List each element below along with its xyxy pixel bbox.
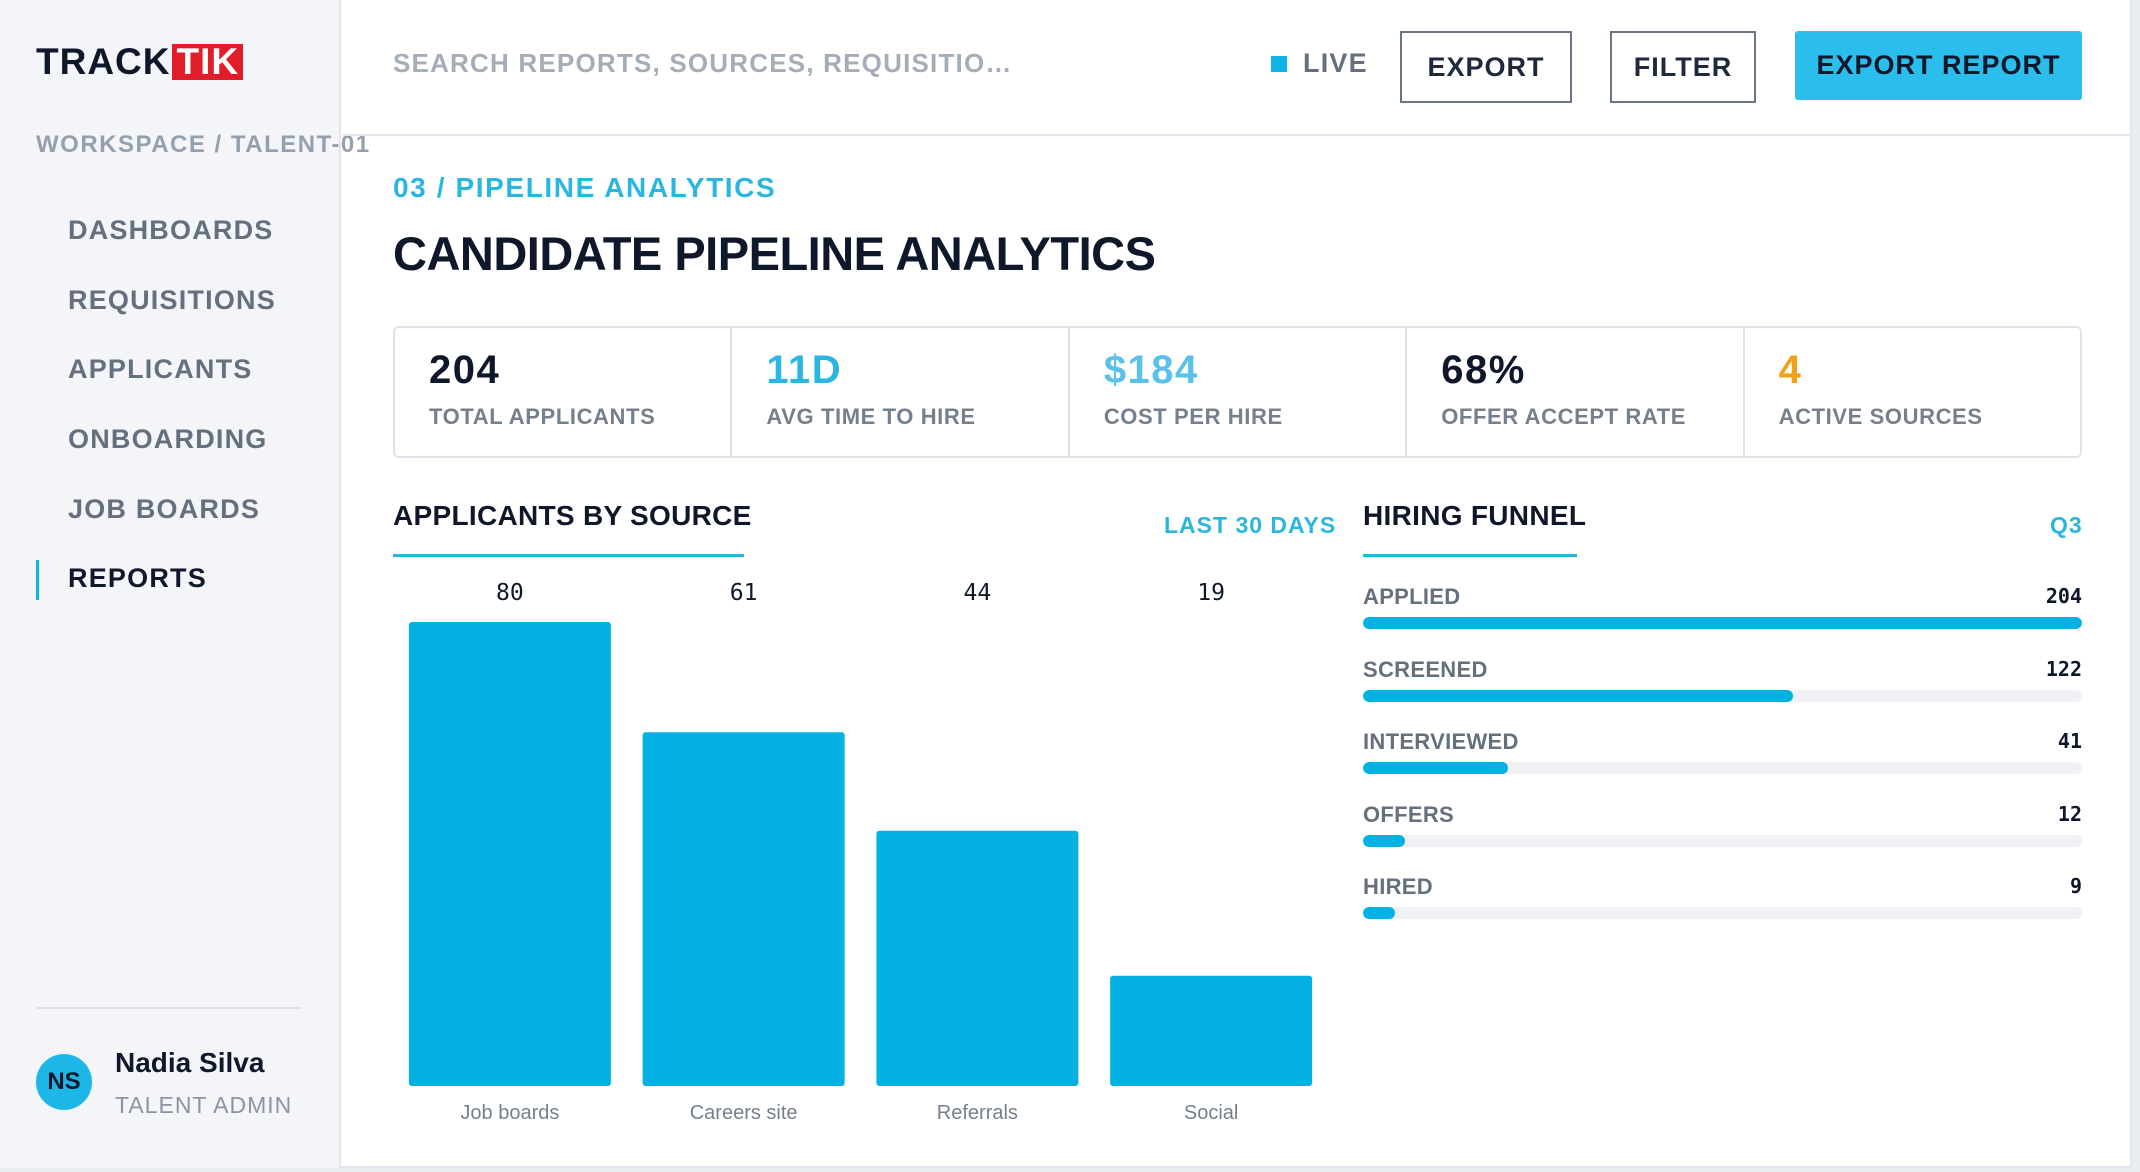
- kpi-avg-time-to-hire-value: 11D: [766, 348, 843, 392]
- funnel-progress-fill: [1363, 617, 2082, 629]
- bar-value-label: 61: [730, 580, 758, 606]
- kpi-cost-per-hire-label: COST PER HIRE: [1103, 404, 1283, 429]
- funnel-progress-track: [1363, 907, 2082, 919]
- export-button[interactable]: EXPORT: [1400, 31, 1572, 103]
- funnel-progress-track: [1363, 834, 2082, 847]
- bar-category-label: Social: [1184, 1102, 1238, 1124]
- funnel-progress-track: [1363, 689, 2082, 702]
- applicants-by-source-chart: 80 Job boards 61 Careers site 44 Referrals 19 S…: [393, 560, 1328, 1140]
- funnel-row-interviewed: INTERVIEWED 41: [1363, 725, 2082, 798]
- logo-text-tik: TIK: [172, 43, 244, 80]
- avatar[interactable]: NS: [36, 1054, 92, 1110]
- kpi-avg-time-to-hire-label: AVG TIME TO HIRE: [766, 404, 976, 429]
- hiring-funnel: APPLIED 204 SCREENED 122 INTERVIEWED 41 …: [1363, 580, 2082, 943]
- kpi-total-applicants-value: 204: [429, 348, 501, 392]
- user-role: TALENT ADMIN: [115, 1092, 293, 1118]
- kpi-cost-per-hire-value: $184: [1103, 348, 1199, 392]
- search-input[interactable]: SEARCH REPORTS, SOURCES, REQUISITIONS: [393, 48, 1013, 78]
- bar-category-label: Referrals: [937, 1102, 1018, 1124]
- bar-value-label: 44: [964, 580, 992, 606]
- sidebar: TRACK TIK WORKSPACE / TALENT-01 DASHBOAR…: [0, 0, 369, 1168]
- funnel-stage-label: OFFERS: [1363, 801, 1455, 827]
- export-report-button[interactable]: EXPORT REPORT: [1795, 31, 2082, 100]
- funnel-row-screened: SCREENED 122: [1363, 653, 2082, 726]
- kpi-total-applicants-label: TOTAL APPLICANTS: [429, 404, 656, 429]
- page-title: CANDIDATE PIPELINE ANALYTICS: [393, 227, 1156, 280]
- tracktik-logo[interactable]: TRACK TIK: [36, 41, 244, 82]
- top-bar: SEARCH REPORTS, SOURCES, REQUISITIONS LI…: [343, 0, 2132, 136]
- funnel-progress-track: [1363, 762, 2082, 774]
- bar-category-label: Job boards: [460, 1102, 559, 1124]
- sidebar-divider: [36, 1007, 302, 1009]
- kpi-card: $184 COST PER HIRE: [1070, 328, 1408, 456]
- funnel-stage-label: APPLIED: [1363, 584, 1461, 609]
- funnel-row-applied: APPLIED 204: [1363, 580, 2082, 653]
- filter-button[interactable]: FILTER: [1610, 31, 1756, 103]
- kpi-offer-accept-rate-value: 68%: [1441, 348, 1526, 392]
- funnel-period-selector[interactable]: Q3: [2050, 512, 2083, 538]
- funnel-row-hired: HIRED 9: [1363, 870, 2082, 943]
- sidebar-item-reports[interactable]: REPORTS: [36, 544, 326, 614]
- funnel-stage-value: 204: [2045, 584, 2082, 608]
- kpi-card: 68% OFFER ACCEPT RATE: [1407, 328, 1745, 456]
- sources-panel-underline: [393, 554, 744, 557]
- sidebar-item-applicants[interactable]: APPLICANTS: [68, 354, 253, 385]
- live-status-icon: [1271, 55, 1287, 72]
- sidebar-item-job-boards[interactable]: JOB BOARDS: [68, 493, 261, 524]
- funnel-panel-title: HIRING FUNNEL: [1363, 500, 1587, 531]
- sidebar-item-dashboards[interactable]: DASHBOARDS: [68, 215, 274, 246]
- funnel-stage-label: SCREENED: [1363, 656, 1488, 682]
- funnel-progress-fill: [1363, 762, 1508, 774]
- sidebar-nav: DASHBOARDS REQUISITIONS APPLICANTS ONBOA…: [36, 196, 326, 614]
- funnel-progress-track: [1363, 617, 2082, 629]
- funnel-progress-fill: [1363, 834, 1406, 847]
- funnel-progress-fill: [1363, 689, 1793, 702]
- kpi-active-sources-value: 4: [1778, 348, 1803, 392]
- funnel-stage-label: INTERVIEWED: [1363, 729, 1519, 754]
- bar-careers-site[interactable]: [642, 732, 845, 1086]
- kpi-card: 11D AVG TIME TO HIRE: [732, 328, 1070, 456]
- user-name: Nadia Silva: [115, 1047, 265, 1078]
- funnel-panel-underline: [1363, 554, 1577, 557]
- bar-referrals[interactable]: [876, 830, 1079, 1086]
- kpi-offer-accept-rate-label: OFFER ACCEPT RATE: [1441, 404, 1687, 429]
- sources-range-selector[interactable]: LAST 30 DAYS: [1164, 512, 1337, 538]
- kpi-strip: 204 TOTAL APPLICANTS 11D AVG TIME TO HIR…: [393, 326, 2082, 458]
- bar-value-label: 19: [1197, 580, 1225, 606]
- sidebar-item-requisitions[interactable]: REQUISITIONS: [68, 284, 276, 315]
- funnel-stage-value: 12: [2057, 801, 2082, 826]
- funnel-stage-value: 41: [2057, 729, 2082, 753]
- bar-social[interactable]: [1110, 975, 1313, 1086]
- bar-job-boards[interactable]: [408, 622, 611, 1086]
- workspace-breadcrumb[interactable]: WORKSPACE / TALENT-01: [36, 131, 371, 158]
- bar-category-label: Careers site: [690, 1102, 798, 1124]
- funnel-progress-fill: [1363, 907, 1395, 919]
- kpi-active-sources-label: ACTIVE SOURCES: [1778, 404, 1983, 429]
- bar-value-label: 80: [496, 580, 524, 606]
- bar-chart-svg: 80 Job boards 61 Careers site 44 Referrals 19 S…: [408, 580, 1313, 1124]
- live-indicator: LIVE: [1271, 48, 1368, 79]
- logo-text-track: TRACK: [36, 41, 171, 82]
- funnel-stage-value: 122: [2045, 656, 2082, 681]
- kpi-card: 4 ACTIVE SOURCES: [1745, 328, 2080, 456]
- funnel-stage-value: 9: [2069, 874, 2082, 898]
- sources-panel-title: APPLICANTS BY SOURCE: [393, 500, 752, 531]
- sidebar-item-onboarding[interactable]: ONBOARDING: [68, 424, 268, 455]
- live-label: LIVE: [1303, 48, 1368, 78]
- funnel-stage-label: HIRED: [1363, 874, 1433, 899]
- kpi-card: 204 TOTAL APPLICANTS: [395, 328, 733, 456]
- page-eyebrow: 03 / PIPELINE ANALYTICS: [393, 172, 777, 203]
- funnel-row-offers: OFFERS 12: [1363, 798, 2082, 871]
